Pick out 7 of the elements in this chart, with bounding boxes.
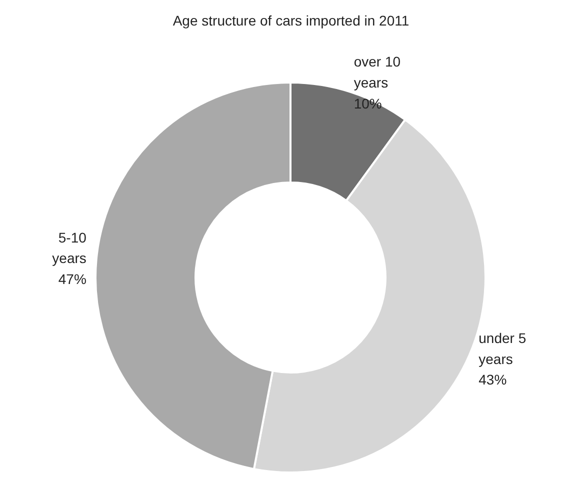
slice-label: 5-10 years: [52, 229, 87, 266]
chart-title: Age structure of cars imported in 2011: [172, 12, 410, 28]
slice-label: under 5 years: [478, 330, 526, 367]
data-label: 47%: [58, 271, 86, 288]
slice-label: over 10 years: [354, 54, 401, 91]
data-label: 10%: [354, 95, 382, 112]
data-label: 43%: [478, 372, 507, 388]
